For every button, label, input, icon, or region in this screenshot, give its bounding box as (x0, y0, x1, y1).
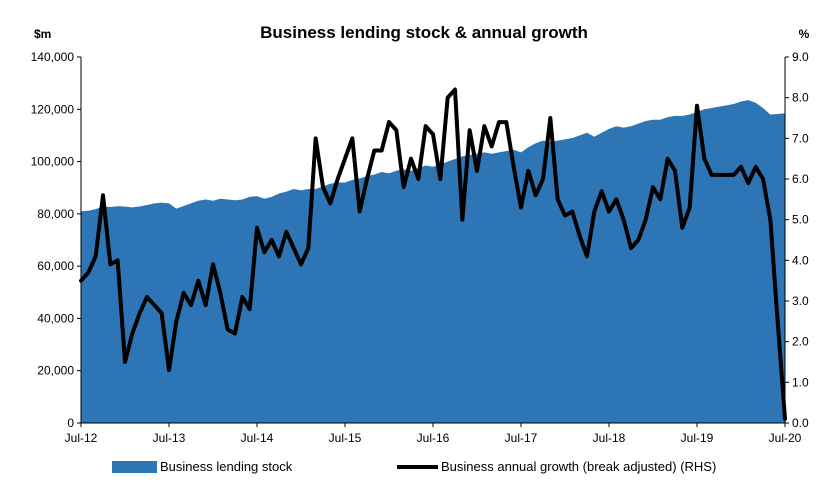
left-tick-label: 100,000 (31, 155, 75, 169)
lending-stock-area (81, 100, 785, 423)
x-tick-label: Jul-12 (65, 431, 98, 445)
x-tick-label: Jul-18 (593, 431, 626, 445)
left-tick-label: 140,000 (31, 50, 75, 64)
right-tick-label: 1.0 (792, 375, 809, 389)
right-tick-label: 9.0 (792, 50, 809, 64)
x-tick-label: Jul-20 (769, 431, 802, 445)
chart-title: Business lending stock & annual growth (260, 23, 588, 42)
legend: Business lending stock Business annual g… (112, 459, 716, 474)
left-tick-label: 0 (67, 416, 74, 430)
x-tick-label: Jul-19 (681, 431, 714, 445)
tick-labels: 0 20,000 40,000 60,000 80,000 100,000 120,000 1… (31, 50, 809, 445)
legend-label-lending-stock: Business lending stock (160, 459, 293, 474)
right-tick-label: 3.0 (792, 294, 809, 308)
right-tick-label: 8.0 (792, 91, 809, 105)
right-tick-label: 6.0 (792, 172, 809, 186)
left-tick-label: 40,000 (37, 311, 74, 325)
right-tick-label: 4.0 (792, 253, 809, 267)
x-tick-label: Jul-14 (241, 431, 274, 445)
left-tick-label: 80,000 (37, 207, 74, 221)
left-tick-label: 60,000 (37, 259, 74, 273)
right-tick-label: 2.0 (792, 335, 809, 349)
right-tick-label: 5.0 (792, 213, 809, 227)
left-tick-label: 120,000 (31, 102, 75, 116)
lending-stock-area-layer (81, 100, 785, 423)
x-tick-label: Jul-15 (329, 431, 362, 445)
left-tick-label: 20,000 (37, 364, 74, 378)
legend-label-annual-growth: Business annual growth (break adjusted) … (441, 459, 716, 474)
right-tick-label: 0.0 (792, 416, 809, 430)
left-axis-unit: $m (34, 27, 51, 41)
x-tick-label: Jul-17 (505, 431, 538, 445)
x-tick-label: Jul-16 (417, 431, 450, 445)
legend-area-swatch (112, 461, 157, 473)
x-tick-label: Jul-13 (153, 431, 186, 445)
growth-line-layer (79, 87, 787, 421)
right-tick-label: 7.0 (792, 131, 809, 145)
annual-growth-line (79, 87, 787, 421)
right-axis-unit: % (799, 27, 810, 41)
